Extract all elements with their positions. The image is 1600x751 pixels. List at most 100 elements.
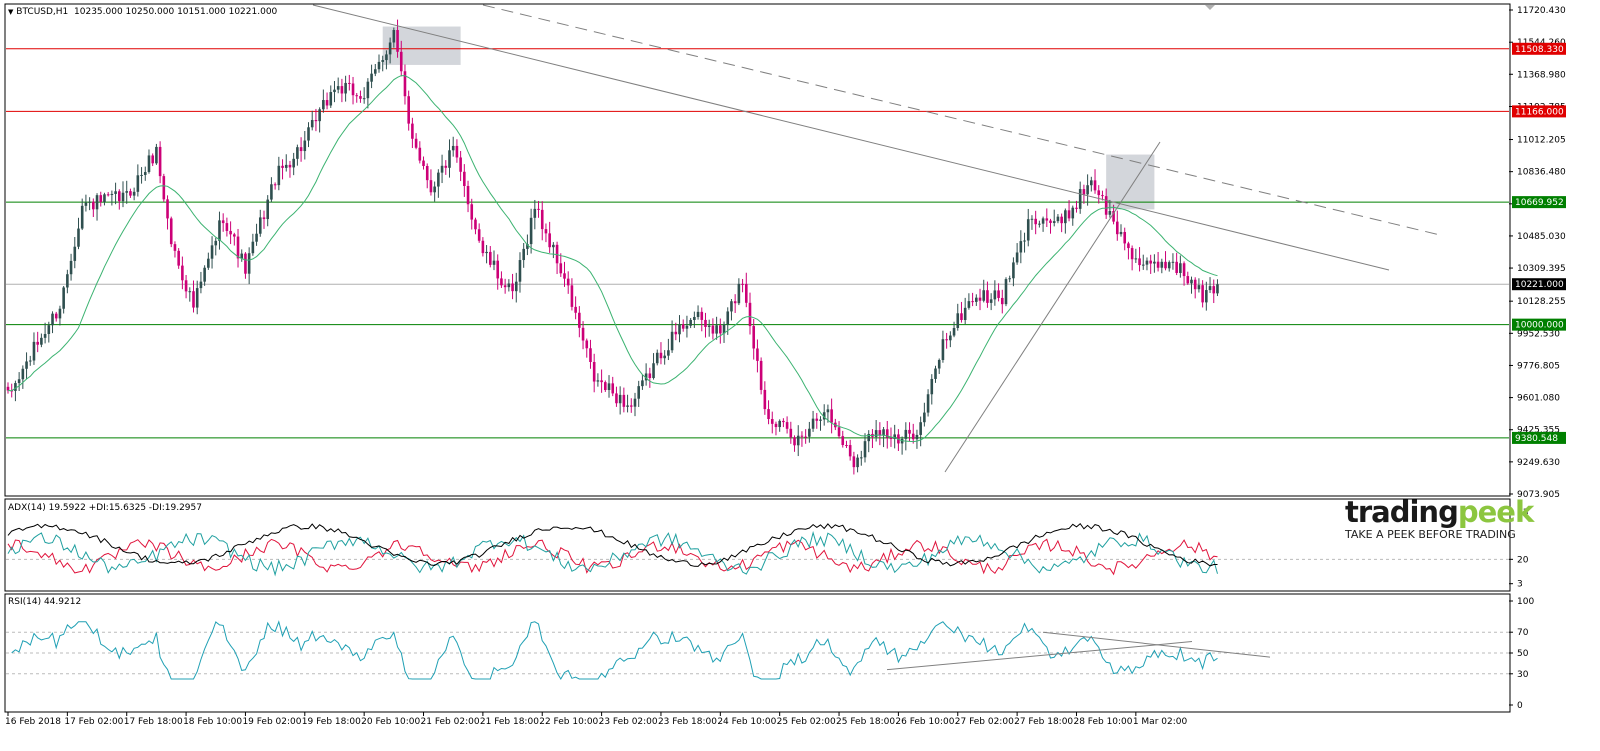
candle-body	[644, 373, 648, 381]
candle-body	[841, 436, 845, 446]
candle-body	[767, 409, 770, 420]
candle-body	[1067, 210, 1071, 219]
candle-body	[514, 281, 518, 292]
candle-body	[40, 337, 43, 345]
candle-body	[667, 350, 670, 356]
candle-body	[14, 383, 17, 391]
candle-body	[336, 86, 340, 90]
candle-body	[566, 278, 570, 286]
price-tick-label: 11720.430	[1517, 6, 1566, 16]
candle-body	[670, 331, 674, 351]
price-tick-label: 9425.355	[1517, 426, 1560, 436]
candle-body	[147, 155, 151, 173]
candle-body	[169, 218, 173, 245]
candle-body	[36, 341, 39, 345]
candle-body	[210, 245, 214, 259]
candle-body	[863, 441, 867, 458]
logo-tagline: TAKE A PEEK BEFORE TRADING	[1345, 528, 1516, 541]
candle-body	[162, 176, 166, 200]
candle-body	[774, 423, 778, 428]
candle-body	[396, 30, 399, 52]
candle-body	[878, 430, 882, 436]
adx-tick-label: 20	[1517, 555, 1529, 565]
adx-tick-label: 3	[1517, 580, 1523, 590]
candle-body	[748, 302, 752, 327]
candle-body	[333, 89, 336, 93]
candle-body	[92, 201, 95, 210]
candle-body	[540, 209, 544, 230]
adx-panel-frame	[4, 498, 1511, 592]
candle-body	[1208, 286, 1212, 291]
candle-body	[1153, 261, 1156, 264]
candle-body	[28, 360, 32, 362]
candle-body	[1019, 241, 1023, 253]
candle-body	[663, 355, 666, 359]
adx-main-line	[7, 522, 1218, 567]
candle-body	[80, 205, 84, 229]
candle-body	[318, 109, 321, 122]
candle-body	[1108, 210, 1112, 215]
candle-body	[722, 324, 726, 334]
current-price-box	[1512, 278, 1566, 291]
candle-body	[73, 246, 77, 261]
trend-line-dashed	[482, 4, 1441, 236]
plus-di-line	[7, 530, 1218, 577]
candle-body	[926, 394, 930, 413]
candle-body	[47, 325, 51, 335]
candle-body	[648, 373, 652, 379]
candle-body	[258, 217, 262, 234]
candle-body	[21, 368, 25, 380]
candle-body	[433, 186, 436, 193]
candle-body	[1182, 263, 1186, 277]
candle-body	[307, 127, 310, 141]
candle-body	[949, 335, 952, 341]
candle-body	[963, 307, 967, 320]
candle-body	[158, 146, 162, 177]
logo-wordmark: tradingpeek	[1345, 497, 1534, 527]
candle-body	[463, 171, 466, 186]
candle-body	[537, 208, 540, 210]
candle-body	[1090, 180, 1093, 186]
current-price-label: 10221.000	[1515, 280, 1564, 290]
candle-body	[715, 325, 718, 334]
candle-body	[155, 146, 158, 164]
candle-body	[1045, 218, 1049, 221]
candle-body	[132, 191, 136, 196]
candle-body	[696, 311, 700, 317]
symbol-menu-arrow-icon[interactable]: ▼	[8, 8, 14, 16]
candle-body	[782, 420, 785, 423]
candle-body	[1075, 207, 1078, 209]
candle-body	[1212, 286, 1216, 294]
candle-body	[655, 352, 659, 364]
candle-body	[51, 313, 54, 326]
logo-brand-light: peek	[1457, 495, 1534, 529]
candle-body	[88, 201, 91, 203]
candle-body	[1112, 210, 1115, 222]
rsi-trend-line-falling	[1042, 631, 1271, 658]
candle-body	[986, 290, 989, 303]
candle-body	[459, 157, 462, 172]
candle-body	[637, 386, 640, 399]
candle-body	[867, 433, 871, 442]
candle-body	[1216, 284, 1219, 294]
candle-body	[618, 394, 622, 404]
candle-body	[381, 60, 385, 62]
candle-body	[310, 120, 314, 128]
price-tick-label: 9776.805	[1517, 361, 1560, 371]
candle-body	[763, 389, 767, 410]
candle-body	[177, 250, 180, 266]
candle-body	[255, 233, 258, 242]
time-tick-label: 19 Feb 18:00	[302, 717, 361, 727]
candle-body	[737, 283, 741, 304]
price-tick-label: 9952.530	[1517, 329, 1560, 339]
candle-body	[188, 291, 192, 293]
chart-shift-marker-icon	[1205, 5, 1215, 10]
candle-body	[544, 229, 548, 234]
candle-body	[296, 147, 299, 159]
candle-body	[1060, 216, 1063, 224]
candle-body	[485, 251, 488, 254]
candle-body	[830, 409, 833, 423]
price-tick-label: 9073.905	[1517, 490, 1560, 500]
